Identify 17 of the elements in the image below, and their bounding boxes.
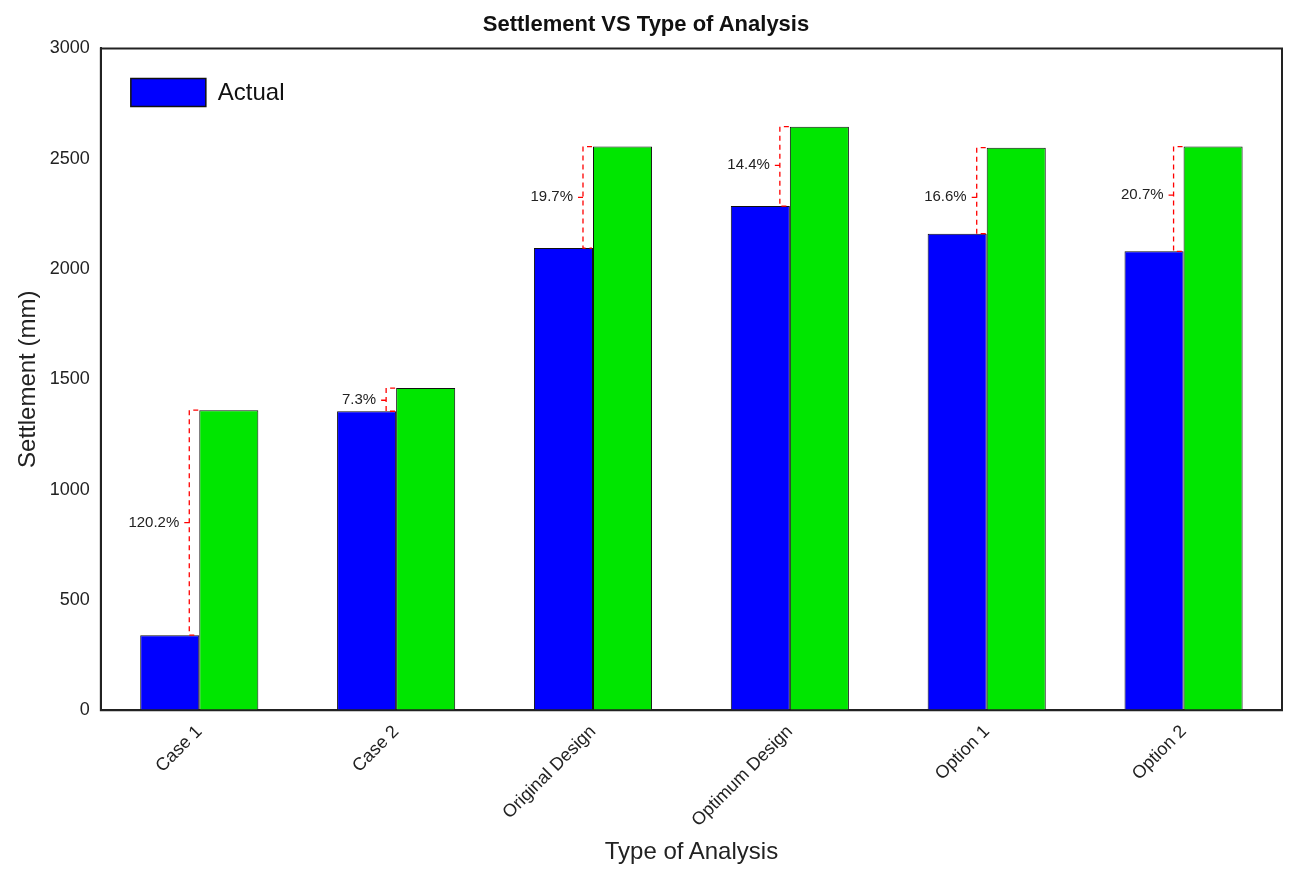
annotation: 120.2%: [128, 512, 180, 530]
y-tick-label: 3000: [49, 37, 90, 58]
y-tick-label: 1500: [49, 368, 90, 389]
y-tick-label: 2500: [49, 147, 90, 168]
legend-label: Actual: [217, 78, 285, 106]
annotation: 14.4%: [727, 155, 770, 173]
x-axis-title: Type of Analysis: [604, 837, 779, 865]
annotation: 7.3%: [341, 390, 377, 408]
y-tick-label: 2000: [49, 257, 90, 278]
y-axis-title: Settlement (mm): [13, 290, 41, 468]
annotation: 19.7%: [530, 187, 573, 205]
y-tick-label: 0: [79, 699, 90, 720]
y-tick-label: 500: [59, 588, 90, 609]
y-tick-label: 1000: [49, 478, 90, 499]
annotation: 16.6%: [924, 187, 967, 205]
chart-title: Settlement VS Type of Analysis: [482, 11, 810, 37]
annotation: 20.7%: [1121, 185, 1164, 203]
